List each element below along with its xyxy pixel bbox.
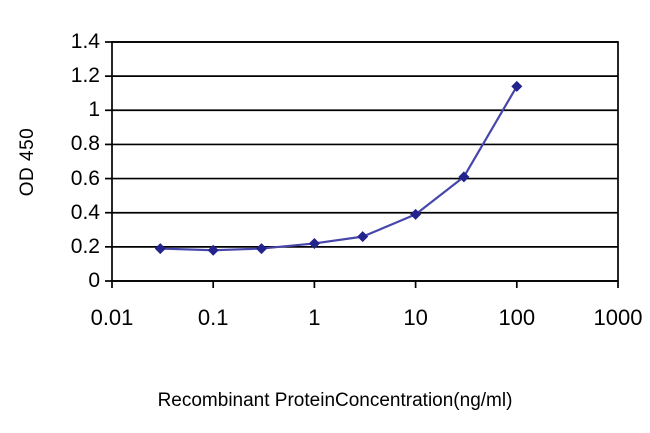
- x-tick-label: 1: [308, 305, 321, 330]
- y-tick-label: 1: [88, 98, 100, 122]
- y-tick-label: 1.4: [70, 30, 100, 53]
- x-axis-title: Recombinant ProteinConcentration(ng/ml): [157, 390, 513, 411]
- x-tick-label: 10: [403, 305, 428, 330]
- x-tick-label: 100: [498, 305, 536, 330]
- y-axis-title: OD 450: [17, 127, 38, 197]
- y-tick-label: 0.8: [70, 132, 100, 156]
- x-tick-label: 0.1: [197, 305, 229, 330]
- chart-canvas: [105, 41, 619, 288]
- y-tick-label: 1.2: [70, 64, 100, 88]
- x-tick-label: 0.01: [90, 305, 134, 330]
- plot-area: [105, 41, 619, 288]
- y-tick-label: 0.2: [70, 234, 100, 258]
- y-tick-label: 0.4: [70, 200, 100, 224]
- y-tick-label: 0.6: [70, 166, 100, 190]
- x-tick-label: 1000: [593, 305, 643, 330]
- y-tick-label: 0: [88, 269, 100, 292]
